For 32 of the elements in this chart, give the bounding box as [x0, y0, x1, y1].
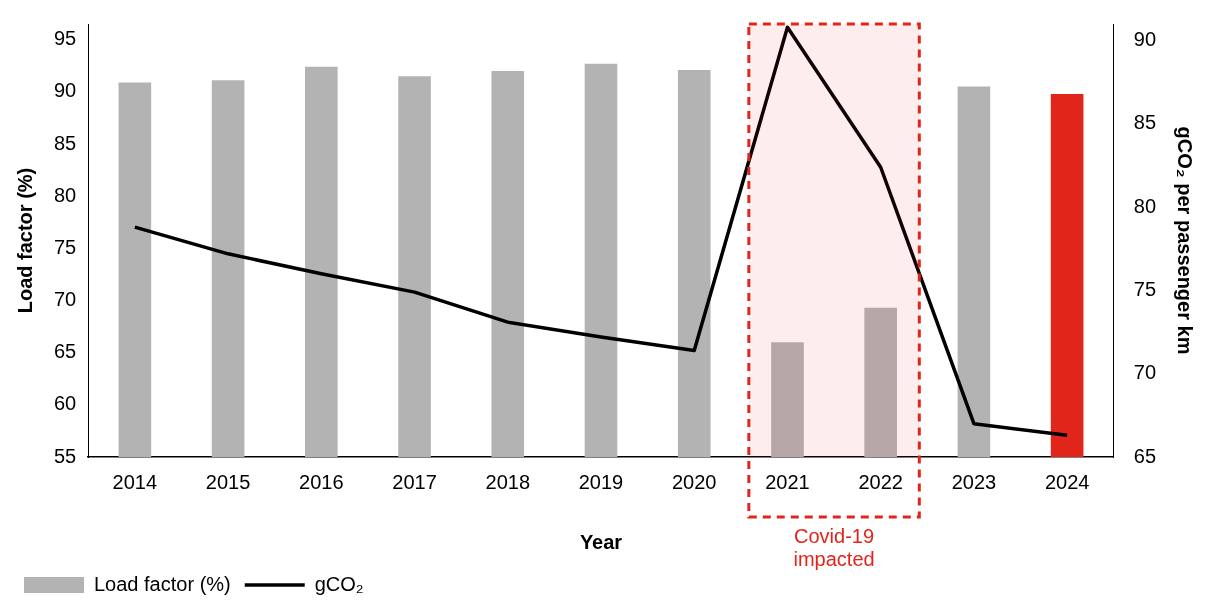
legend-label: gCO₂ [314, 572, 364, 595]
y-tick-label: 55 [54, 444, 77, 467]
x-tick-label: 2024 [1044, 470, 1090, 493]
y-tick-label: 80 [54, 183, 77, 206]
x-tick-label: 2018 [485, 470, 531, 493]
y-tick-label: 95 [54, 27, 77, 50]
y2-tick-label: 70 [1133, 361, 1156, 384]
y-axis-title: Load factor (%) [13, 167, 36, 314]
x-tick-label: 2023 [951, 470, 997, 493]
x-tick-label: 2020 [671, 470, 717, 493]
y-tick-label: 90 [54, 79, 77, 102]
y-tick-label: 65 [54, 340, 77, 363]
y2-tick-label: 85 [1133, 111, 1156, 134]
x-tick-label: 2014 [112, 470, 158, 493]
x-tick-label: 2015 [205, 470, 251, 493]
y-tick-label: 70 [54, 288, 77, 311]
y-tick-label: 60 [54, 392, 77, 415]
band-label: Covid-19 impacted [793, 524, 875, 570]
y2-axis-title: gCO₂ per passenger km [1174, 126, 1197, 355]
x-tick-label: 2016 [299, 470, 344, 493]
y-tick-label: 75 [54, 235, 77, 258]
x-tick-label: 2021 [765, 470, 810, 493]
x-tick-label: 2019 [578, 470, 624, 493]
x-tick-label: 2017 [392, 470, 437, 493]
y2-tick-label: 80 [1133, 194, 1156, 217]
x-axis-title: Year [579, 530, 623, 553]
legend-label: Load factor (%) [94, 572, 231, 595]
y2-tick-label: 90 [1133, 28, 1156, 51]
x-tick-label: 2022 [858, 470, 903, 493]
y2-tick-label: 65 [1133, 444, 1156, 467]
y2-tick-label: 75 [1133, 277, 1156, 300]
y-tick-label: 85 [54, 131, 77, 154]
